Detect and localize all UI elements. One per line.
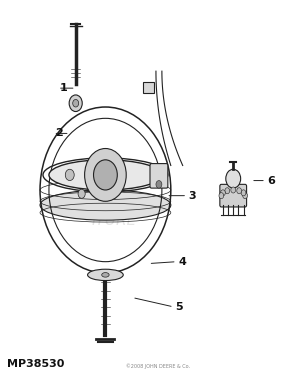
Circle shape (243, 193, 248, 199)
Text: ITURE: ITURE (92, 213, 137, 228)
Circle shape (237, 188, 242, 194)
Ellipse shape (40, 190, 171, 220)
Ellipse shape (88, 269, 123, 280)
Circle shape (85, 149, 126, 201)
Circle shape (69, 95, 82, 112)
Circle shape (225, 188, 230, 194)
Circle shape (78, 189, 85, 198)
Text: ©2008 JOHN DEERE & Co.: ©2008 JOHN DEERE & Co. (126, 364, 190, 369)
Text: 6: 6 (267, 176, 275, 185)
FancyBboxPatch shape (220, 184, 247, 207)
Text: 1: 1 (59, 83, 67, 93)
Circle shape (231, 187, 236, 193)
Ellipse shape (102, 272, 109, 277)
Circle shape (156, 180, 162, 188)
Text: MP38530: MP38530 (7, 359, 65, 369)
Circle shape (65, 169, 74, 180)
FancyBboxPatch shape (143, 82, 154, 93)
FancyBboxPatch shape (150, 164, 168, 188)
Circle shape (241, 190, 246, 196)
Circle shape (219, 193, 224, 199)
Circle shape (220, 190, 225, 196)
Text: 5: 5 (175, 302, 183, 312)
Text: 2: 2 (55, 128, 63, 138)
Circle shape (73, 100, 79, 107)
Circle shape (226, 169, 241, 188)
Text: 3: 3 (189, 191, 196, 201)
Ellipse shape (49, 160, 162, 190)
Circle shape (94, 160, 117, 190)
Text: 4: 4 (178, 256, 186, 267)
